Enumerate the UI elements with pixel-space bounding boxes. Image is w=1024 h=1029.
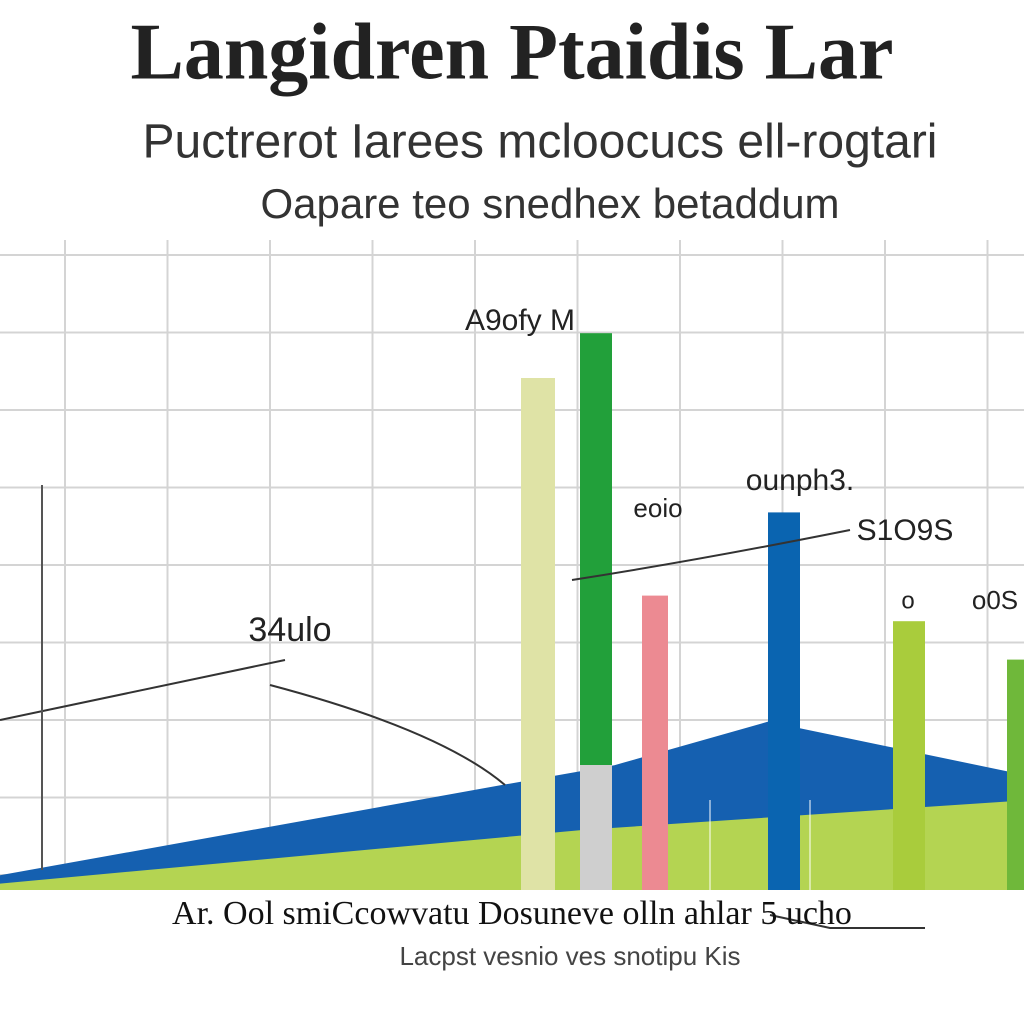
annotation: 34ulo — [248, 611, 331, 649]
annotation: o — [901, 587, 914, 614]
annotation-line — [269, 684, 506, 786]
annotation: ounph3. — [746, 464, 854, 497]
chart-title: Langidren Ptaidis Lar — [130, 8, 893, 96]
marks — [0, 333, 1024, 890]
bar-base — [580, 765, 612, 890]
x-tick-text: Ar. Ool smiCcowvatu Dosuneve olln ahlar … — [172, 895, 852, 932]
bar — [521, 378, 555, 890]
annotation-line — [769, 914, 925, 929]
annotation: S1O9S — [857, 514, 954, 547]
annotation-line — [571, 529, 851, 581]
annotation: eoio — [633, 493, 682, 523]
bar — [893, 621, 925, 890]
x-axis-label: Lacpst vesnio ves snotipu Kis — [399, 941, 740, 971]
annotation: o0S — [972, 585, 1018, 615]
chart-subtitle: Oapare teo snedhex betaddum — [260, 180, 839, 227]
annotation: A9ofy M — [465, 304, 575, 337]
bar — [642, 595, 668, 890]
bar — [768, 512, 800, 890]
chart-subtitle: Puctrerot Iarees mcloocucs ell-rogtari — [143, 116, 938, 169]
bar — [1007, 659, 1024, 890]
annotation-lines — [0, 485, 925, 929]
annotation-line — [0, 659, 286, 721]
